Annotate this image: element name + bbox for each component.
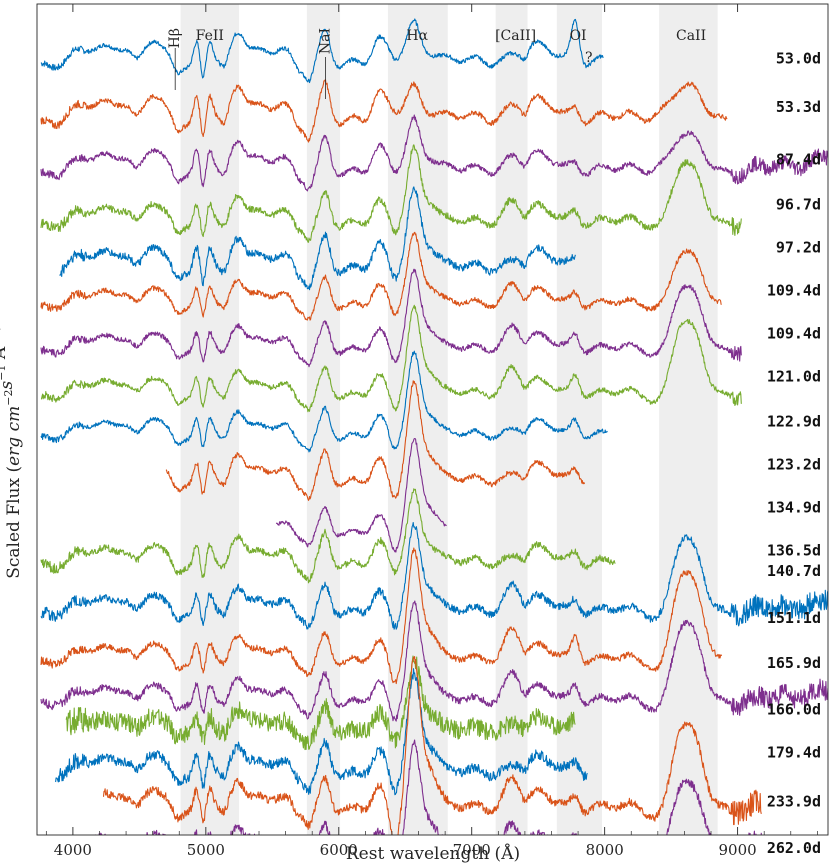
spectrum-122.9d-8 [40,350,608,453]
line-region-shading [180,4,718,835]
spectrum-109.4d-5 [40,231,722,321]
epoch-label-0: 53.0d [776,49,821,67]
x-tick-label-4000: 4000 [54,841,92,859]
spectrum-179.4d-16 [55,668,588,796]
shaded-region [306,4,341,835]
y-axis-title-part: s [0,381,17,390]
spectrum-109.4d-6 [40,268,742,368]
y-axis-title-part: −1 [0,331,1,347]
spectrum-87.4d-2 [40,114,828,192]
epoch-label-6: 109.4d [767,324,821,342]
epoch-label-16: 179.4d [767,744,821,762]
spectrum-123.2d-9 [165,380,586,501]
spectrum-53.0d-0 [40,18,604,84]
epoch-label-10: 134.9d [767,498,821,516]
shaded-region [495,4,528,835]
epoch-label-5: 109.4d [767,281,821,299]
plot-frame [36,3,829,836]
spectrum-136.5d-11 [40,488,616,584]
spectrum-96.7d-3 [40,144,742,243]
y-axis-title-part: Scaled Flux ( [4,466,24,579]
y-axis-title-part: −1 [0,365,8,381]
line-label-oi: OI [570,28,587,44]
epoch-label-3: 96.7d [776,195,821,213]
epoch-label-12: 140.7d [767,562,821,580]
spectrum-151.1d-13 [40,547,723,685]
epoch-label-18: 262.0d [767,839,821,857]
x-tick-label-8000: 8000 [586,841,624,859]
spectrum-166.0d-15 [65,655,576,751]
y-axis-title-part: Å [0,346,10,364]
shaded-region [180,4,240,835]
epoch-label-9: 123.2d [767,455,821,473]
x-tick-label-6000: 6000 [320,841,358,859]
shaded-region [387,4,448,835]
spectral-line-labels: Hβ FeII NaI Hα [CaII] OI? CaII [167,28,706,99]
x-tick-label-7000: 7000 [453,841,491,859]
spectra-series [40,18,828,835]
spectrum-121.0d-7 [40,304,742,413]
epoch-label-7: 121.0d [767,367,821,385]
line-label-hα: Hα [406,28,428,44]
line-label-feii: FeII [196,28,224,44]
epoch-label-4: 97.2d [776,238,821,256]
x-tick-label-9000: 9000 [719,841,757,859]
y-axis-title: Scaled Flux (erg cm−2s−1 Å−1) + Const [0,249,24,579]
epoch-label-11: 136.5d [767,542,821,560]
epoch-label-1: 53.3d [776,98,821,116]
x-tick-label-5000: 5000 [187,841,225,859]
shaded-region [659,4,718,835]
spectrum-53.3d-1 [40,79,728,143]
axes: 4000 5000 6000 7000 8000 9000 [36,3,829,859]
spectrum-97.2d-4 [59,186,576,291]
epoch-label-15: 166.0d [767,701,821,719]
line-label-caii: [CaII] [495,28,536,44]
epoch-label-17: 233.9d [767,792,821,810]
shaded-region [556,4,602,835]
spectrum-134.9d-10 [275,438,447,553]
spectrum-262.0d-18 [94,739,762,835]
epoch-label-14: 165.9d [767,654,821,672]
y-axis-title-part: ) + Const [0,249,3,331]
x-axis-title: Rest wavelength (Å) [346,843,520,864]
line-label-text: Hβ [167,28,183,48]
epoch-label-2: 87.4d [776,150,821,168]
spectrum-233.9d-17 [102,656,762,835]
line-label-text: NaI [318,28,334,54]
epoch-label-8: 122.9d [767,412,821,430]
epoch-label-13: 151.1d [767,609,821,627]
line-label-: ? [585,50,593,66]
y-axis-title-part: −2 [2,390,15,406]
line-label-nai: NaI [318,28,334,99]
line-label-hβ: Hβ [167,28,183,90]
y-axis-title-part: erg cm [4,406,24,466]
epoch-labels: 53.0d 53.3d 87.4d 96.7d 97.2d 109.4d 109.4d 121… [767,49,821,857]
spectrum-140.7d-12 [40,521,828,630]
spectrum-165.9d-14 [40,600,828,722]
line-label-caii: CaII [676,28,706,44]
